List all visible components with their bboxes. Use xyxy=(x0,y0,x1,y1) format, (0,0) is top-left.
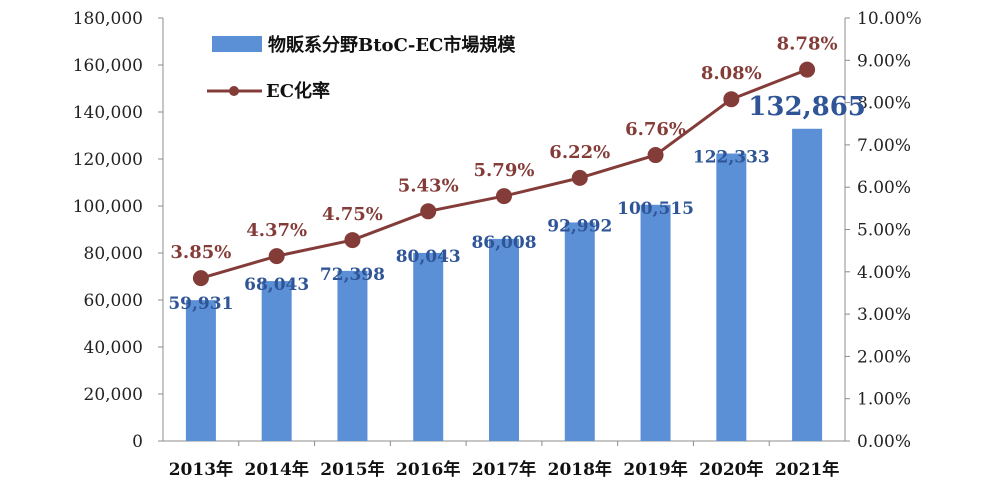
line-value-label: 5.43% xyxy=(398,175,459,196)
bar xyxy=(564,222,595,441)
category-label: 2016年 xyxy=(396,459,460,480)
bar xyxy=(489,238,519,441)
line-point xyxy=(344,232,361,249)
right-tick-label: 3.00% xyxy=(857,305,911,325)
left-tick-label: 20,000 xyxy=(84,385,143,405)
line-point xyxy=(799,61,816,78)
line-value-label: 5.79% xyxy=(474,160,535,181)
category-label: 2019年 xyxy=(623,459,687,480)
legend-bar-swatch xyxy=(212,36,262,52)
category-label: 2014年 xyxy=(245,459,309,480)
bar-value-label: 92,992 xyxy=(547,216,612,236)
line-series xyxy=(192,61,816,287)
category-label: 2017年 xyxy=(472,459,536,480)
category-label: 2018年 xyxy=(548,459,612,480)
line-value-label: 6.76% xyxy=(625,119,686,140)
legend-bar-label: 物販系分野BtoC-EC市場規模 xyxy=(268,34,516,56)
legend: 物販系分野BtoC-EC市場規模 EC化率 xyxy=(207,34,516,102)
right-tick-label: 9.00% xyxy=(857,51,911,71)
bar-value-label: 80,043 xyxy=(396,247,461,267)
bar xyxy=(716,153,747,441)
legend-line-label: EC化率 xyxy=(266,80,330,102)
left-tick-label: 100,000 xyxy=(73,197,143,217)
line-point xyxy=(571,169,588,186)
line-point xyxy=(647,147,664,164)
bar-value-label: 100,515 xyxy=(617,199,694,219)
right-tick-label: 8.00% xyxy=(857,94,911,114)
bar-series xyxy=(185,128,823,441)
left-tick-label: 80,000 xyxy=(84,244,143,264)
bar xyxy=(337,270,368,441)
right-tick-label: 6.00% xyxy=(857,178,911,198)
left-tick-label: 140,000 xyxy=(73,103,143,123)
line-value-label: 8.78% xyxy=(777,34,838,55)
bar-value-label: 72,398 xyxy=(320,265,385,285)
right-tick-label: 0.00% xyxy=(857,432,911,452)
right-tick-label: 5.00% xyxy=(857,221,911,241)
legend-line-marker xyxy=(229,86,239,96)
category-label: 2021年 xyxy=(775,459,839,480)
bar xyxy=(792,128,823,441)
bar-value-label: 122,333 xyxy=(693,148,770,168)
line-value-label: 3.85% xyxy=(170,242,231,263)
category-label: 2013年 xyxy=(169,459,233,480)
category-label: 2020年 xyxy=(699,459,763,480)
line-value-label: 4.75% xyxy=(322,204,383,225)
right-tick-label: 10.00% xyxy=(857,9,922,29)
line-value-label: 4.37% xyxy=(246,220,307,241)
line-value-label: 8.08% xyxy=(701,63,762,84)
line-point xyxy=(420,203,437,220)
axes: 0 20,000 40,000 60,000 80,000 100,000 120,000 1… xyxy=(73,9,922,480)
line-point xyxy=(496,188,512,205)
bar-value-label: 132,865 xyxy=(748,92,866,122)
line-point xyxy=(723,91,740,108)
right-tick-label: 1.00% xyxy=(857,390,911,410)
line-point xyxy=(268,248,285,265)
line-point xyxy=(192,270,209,287)
right-tick-label: 7.00% xyxy=(857,136,911,156)
left-tick-label: 160,000 xyxy=(73,56,143,76)
bar xyxy=(413,252,444,441)
left-tick-label: 120,000 xyxy=(73,150,143,170)
bar xyxy=(640,204,671,441)
bar xyxy=(185,300,216,441)
bar-value-label: 68,043 xyxy=(244,275,309,295)
left-tick-label: 0 xyxy=(132,432,143,452)
data-labels: 59,931 68,043 72,398 80,043 86,008 92,992100,… xyxy=(168,34,866,315)
category-label: 2015年 xyxy=(320,459,384,480)
left-tick-label: 40,000 xyxy=(84,338,143,358)
right-tick-label: 2.00% xyxy=(857,347,911,367)
bar xyxy=(261,281,292,441)
left-tick-label: 60,000 xyxy=(84,291,143,311)
bar-value-label: 59,931 xyxy=(168,294,233,314)
line-value-label: 6.22% xyxy=(549,142,610,163)
right-tick-label: 4.00% xyxy=(857,263,911,283)
left-tick-label: 180,000 xyxy=(73,9,143,29)
bar-value-label: 86,008 xyxy=(471,233,536,253)
